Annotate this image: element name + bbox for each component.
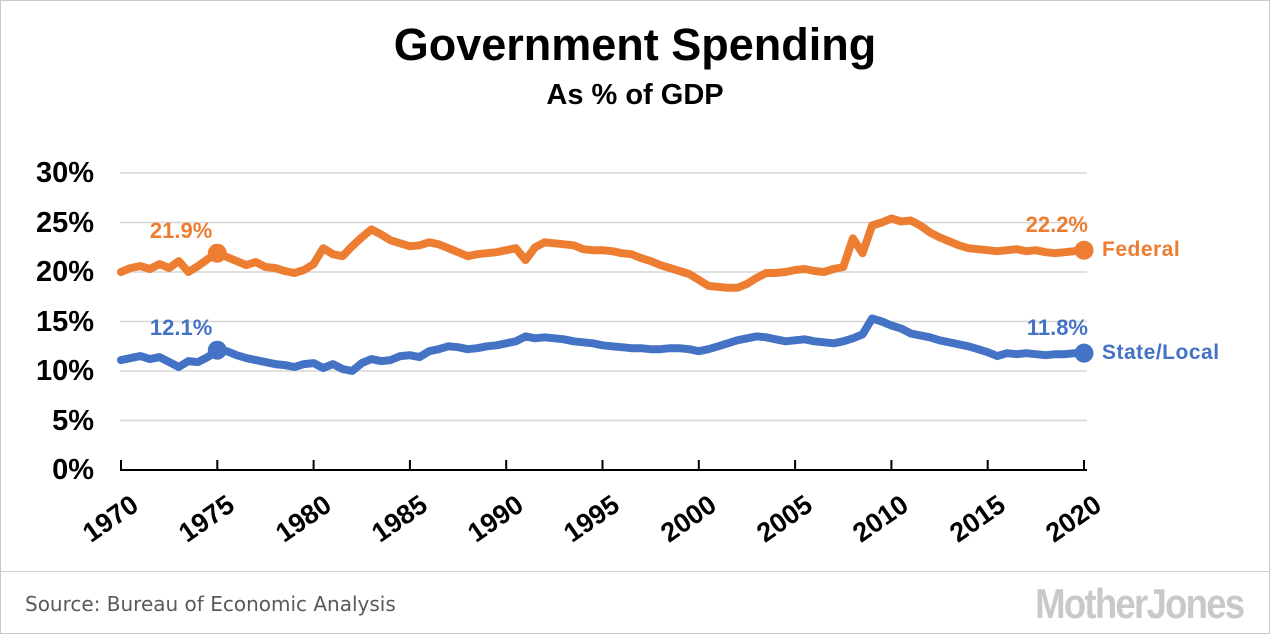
series-label-federal: Federal bbox=[1102, 238, 1181, 262]
state-local-marker-2020 bbox=[1074, 343, 1094, 363]
y-axis-label-25pct: 25% bbox=[35, 206, 94, 239]
federal-marker-2020 bbox=[1074, 240, 1094, 260]
federal-callout-2020: 22.2% bbox=[1025, 212, 1088, 238]
state-local-marker-1975 bbox=[207, 340, 227, 360]
chart-title: Government Spending bbox=[393, 19, 877, 70]
series-label-state-local: State/Local bbox=[1102, 341, 1220, 365]
footer-divider bbox=[1, 571, 1269, 572]
federal-marker-1975 bbox=[207, 243, 227, 263]
y-axis-label-5pct: 5% bbox=[52, 404, 94, 437]
y-axis-label-20pct: 20% bbox=[35, 256, 94, 288]
y-axis-label-30pct: 30% bbox=[35, 157, 94, 189]
motherjones-logo: MotherJones bbox=[1034, 580, 1245, 627]
state-local-line bbox=[117, 314, 1088, 375]
federal-callout-1975: 21.9% bbox=[149, 218, 213, 244]
chart-subtitle: As % of GDP bbox=[546, 79, 724, 111]
y-axis-label-0pct: 0% bbox=[52, 454, 94, 486]
source-note: Source: Bureau of Economic Analysis bbox=[25, 592, 396, 616]
state-local-callout-1975: 12.1% bbox=[149, 315, 213, 341]
y-axis-label-15pct: 15% bbox=[35, 305, 94, 338]
federal-line bbox=[117, 214, 1088, 292]
y-axis-label-10pct: 10% bbox=[35, 355, 94, 387]
state-local-callout-2020: 11.8% bbox=[1026, 315, 1088, 341]
